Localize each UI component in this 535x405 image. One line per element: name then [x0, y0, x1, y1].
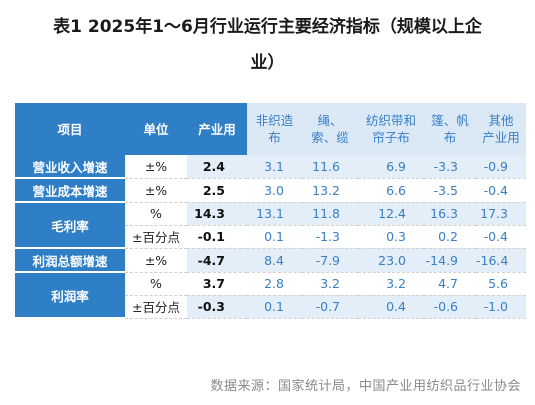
header-tape-l2: 帘子布 [372, 130, 410, 145]
cell-nonwoven: 0.1 [247, 225, 302, 249]
cell-unit: ±% [125, 248, 187, 273]
header-rope-l1: 绳、 [317, 113, 343, 128]
table-title-line1: 表1 2025年1～6月行业运行主要经济指标（规模以上企 [53, 17, 482, 37]
table-row: 利润总额增速 ±% -4.7 8.4 -7.9 23.0 -14.9 -16.4 [15, 248, 526, 273]
cell-tape: 0.4 [358, 295, 424, 319]
cell-canvas: 0.2 [424, 225, 476, 249]
table-row: 利润率% 3.7 2.8 3.2 3.2 4.7 5.6 [15, 272, 526, 319]
cell-unit: % [125, 272, 187, 296]
cell-other: -16.4 [476, 248, 526, 273]
cell-other: -0.4 [476, 225, 526, 249]
cell-unit: ±% [125, 178, 187, 203]
cell-industrial: 14.3 [187, 202, 247, 226]
header-unit: 单位 [125, 103, 187, 155]
cell-canvas: 16.3 [424, 202, 476, 226]
row-item-label: 营业成本增速 [15, 178, 125, 203]
header-nonwoven: 非织造 布 [247, 103, 302, 155]
header-canvas-l2: 布 [443, 130, 457, 145]
cell-industrial: 3.7 [187, 272, 247, 296]
table-row: 毛利率% 14.3 13.1 11.8 12.4 16.3 17.3 [15, 202, 526, 249]
header-other: 其他 产业用 [476, 103, 526, 155]
header-nonwoven-l2: 布 [268, 130, 281, 145]
cell-other: 5.6 [476, 272, 526, 296]
cell-nonwoven: 3.1 [247, 155, 302, 179]
cell-rope: -1.3 [302, 225, 358, 249]
header-nonwoven-l1: 非织造 [255, 113, 294, 128]
table-row: 营业收入增速 ±% 2.4 3.1 11.6 6.9 -3.3 -0.9 [15, 155, 526, 179]
cell-other: -1.0 [476, 295, 526, 319]
row-item-label: 营业收入增速 [15, 155, 125, 179]
cell-nonwoven: 13.1 [247, 202, 302, 226]
cell-rope: -0.7 [302, 295, 358, 319]
row-item-label: 毛利率 [15, 202, 125, 249]
header-other-l1: 其他 [488, 113, 514, 128]
row-item-label: 利润总额增速 [15, 248, 125, 273]
header-row: 项目 单位 产业用 非织造 布 绳、 索、缆 纺织带和 帘子布 篷、帆 布 其他… [15, 103, 526, 155]
cell-tape: 0.3 [358, 225, 424, 249]
cell-nonwoven: 8.4 [247, 248, 302, 273]
cell-tape: 12.4 [358, 202, 424, 226]
cell-rope: 11.8 [302, 202, 358, 226]
table-body: 营业收入增速 ±% 2.4 3.1 11.6 6.9 -3.3 -0.9 营业成本增速 ±% 2.5… [15, 155, 526, 319]
table-row: 营业成本增速 ±% 2.5 3.0 13.2 6.6 -3.5 -0.4 [15, 178, 526, 203]
cell-unit: ±% [125, 155, 187, 179]
cell-unit: % [125, 202, 187, 226]
table-title-line2: 业） [250, 53, 285, 73]
cell-nonwoven: 2.8 [247, 272, 302, 296]
cell-tape: 6.6 [358, 178, 424, 203]
cell-rope: 11.6 [302, 155, 358, 179]
cell-industrial: 2.4 [187, 155, 247, 179]
cell-other: 17.3 [476, 202, 526, 226]
cell-rope: -7.9 [302, 248, 358, 273]
row-item-label: 利润率 [15, 272, 125, 319]
header-rope-l2: 索、缆 [311, 130, 349, 145]
data-source-note: 数据来源：国家统计局，中国产业用纺织品行业协会 [210, 379, 521, 394]
header-item: 项目 [15, 103, 125, 155]
cell-other: -0.9 [476, 155, 526, 179]
cell-canvas: 4.7 [424, 272, 476, 296]
cell-tape: 3.2 [358, 272, 424, 296]
cell-rope: 13.2 [302, 178, 358, 203]
table-row: ±百分点 -0.3 0.1 -0.7 0.4 -0.6 -1.0 [15, 295, 526, 319]
header-canvas: 篷、帆 布 [424, 103, 476, 155]
cell-unit: ±百分点 [125, 225, 187, 249]
indicator-table: 项目 单位 产业用 非织造 布 绳、 索、缆 纺织带和 帘子布 篷、帆 布 其他… [15, 103, 526, 319]
cell-canvas: -0.6 [424, 295, 476, 319]
table-row: ±百分点 -0.1 0.1 -1.3 0.3 0.2 -0.4 [15, 225, 526, 249]
table-title: 表1 2025年1～6月行业运行主要经济指标（规模以上企 业） [0, 12, 535, 78]
header-tape-l1: 纺织带和 [365, 113, 416, 128]
header-canvas-l1: 篷、帆 [431, 113, 469, 128]
header-industrial: 产业用 [187, 103, 247, 155]
cell-canvas: -3.5 [424, 178, 476, 203]
header-tape: 纺织带和 帘子布 [358, 103, 424, 155]
header-rope: 绳、 索、缆 [302, 103, 358, 155]
cell-unit: ±百分点 [125, 295, 187, 319]
cell-tape: 6.9 [358, 155, 424, 179]
header-other-l2: 产业用 [482, 130, 520, 145]
cell-industrial: -0.3 [187, 295, 247, 319]
cell-other: -0.4 [476, 178, 526, 203]
cell-industrial: 2.5 [187, 178, 247, 203]
cell-industrial: -4.7 [187, 248, 247, 273]
cell-tape: 23.0 [358, 248, 424, 273]
cell-canvas: -14.9 [424, 248, 476, 273]
cell-industrial: -0.1 [187, 225, 247, 249]
cell-canvas: -3.3 [424, 155, 476, 179]
cell-rope: 3.2 [302, 272, 358, 296]
cell-nonwoven: 3.0 [247, 178, 302, 203]
cell-nonwoven: 0.1 [247, 295, 302, 319]
